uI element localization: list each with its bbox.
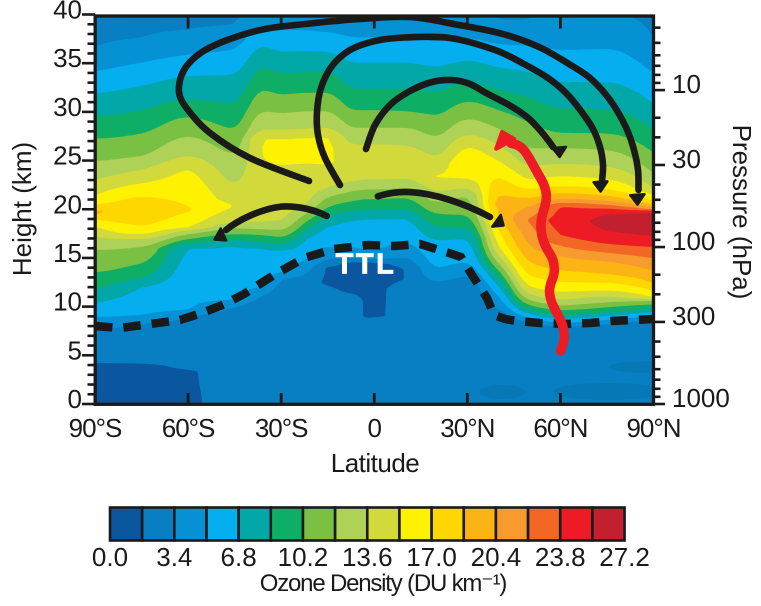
svg-text:60°N: 60°N (533, 413, 587, 443)
svg-text:90°S: 90°S (69, 413, 122, 443)
svg-text:20.4: 20.4 (471, 542, 522, 572)
svg-text:300: 300 (672, 301, 715, 331)
svg-text:27.2: 27.2 (599, 542, 650, 572)
svg-text:10: 10 (672, 69, 701, 99)
svg-text:25: 25 (53, 141, 82, 171)
svg-text:20: 20 (53, 189, 82, 219)
svg-text:90°N: 90°N (626, 413, 680, 443)
svg-text:1000: 1000 (672, 383, 730, 413)
svg-text:23.8: 23.8 (535, 542, 586, 572)
svg-text:10.2: 10.2 (278, 542, 329, 572)
svg-text:0: 0 (68, 384, 82, 414)
svg-text:13.6: 13.6 (342, 542, 393, 572)
svg-text:35: 35 (53, 43, 82, 73)
svg-text:30: 30 (672, 144, 701, 174)
svg-text:15: 15 (53, 238, 82, 268)
svg-text:0: 0 (368, 413, 382, 443)
svg-text:30°N: 30°N (440, 413, 494, 443)
svg-text:17.0: 17.0 (406, 542, 457, 572)
svg-text:30: 30 (53, 92, 82, 122)
svg-text:30°S: 30°S (255, 413, 308, 443)
svg-text:6.8: 6.8 (221, 542, 257, 572)
svg-text:TTL: TTL (336, 249, 397, 281)
svg-text:Pressure (hPa): Pressure (hPa) (727, 125, 757, 300)
svg-text:5: 5 (68, 335, 82, 365)
svg-text:Ozone Density (DU km⁻¹): Ozone Density (DU km⁻¹) (260, 570, 507, 597)
svg-text:0.0: 0.0 (92, 542, 128, 572)
svg-text:60°S: 60°S (162, 413, 215, 443)
svg-text:10: 10 (53, 287, 82, 317)
svg-text:100: 100 (672, 226, 715, 256)
svg-text:40: 40 (53, 0, 82, 25)
svg-text:3.4: 3.4 (156, 542, 192, 572)
svg-text:Latitude: Latitude (331, 448, 420, 478)
svg-text:Height (km): Height (km) (7, 142, 37, 276)
